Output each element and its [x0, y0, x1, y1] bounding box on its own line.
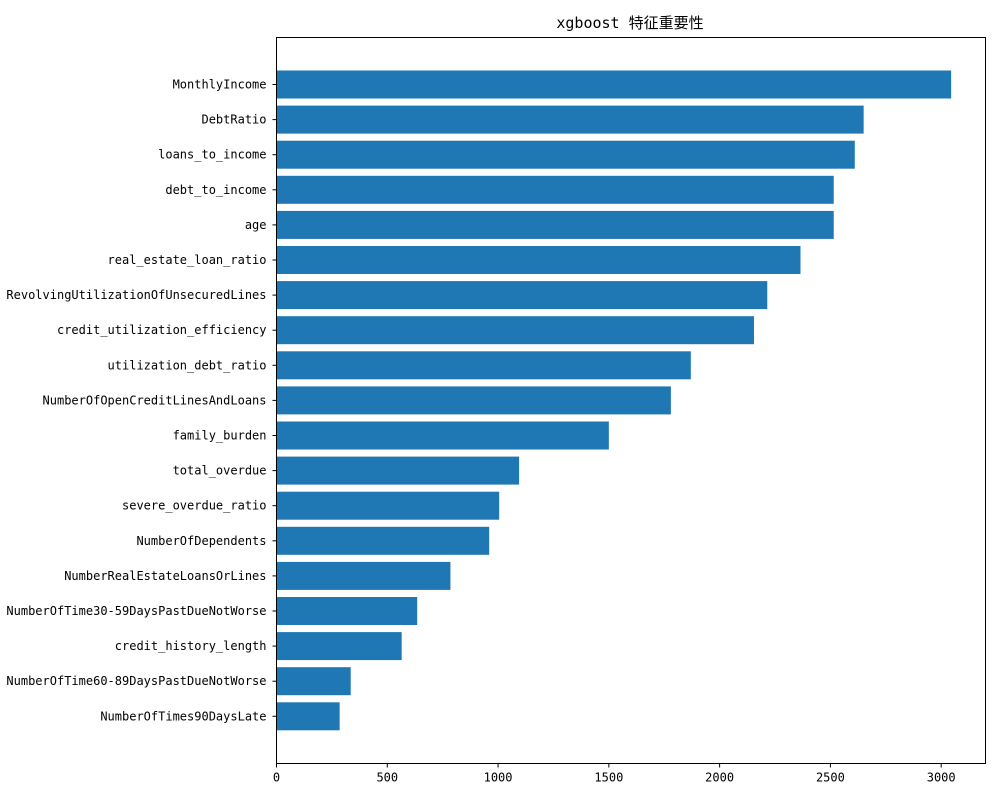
y-tick-label: RevolvingUtilizationOfUnsecuredLines	[6, 288, 266, 302]
y-tick-label: credit_history_length	[115, 639, 267, 653]
bar-RevolvingUtilizationOfUnsecuredLines	[276, 281, 768, 310]
bar-real_estate_loan_ratio	[276, 246, 801, 274]
x-tick-label: 500	[376, 771, 398, 785]
y-tick-label: credit_utilization_efficiency	[57, 323, 267, 337]
bar-family_burden	[276, 421, 609, 450]
y-tick-label: family_burden	[173, 429, 267, 443]
y-axis: MonthlyIncome DebtRatio loans_to_incomedeb…	[6, 78, 277, 723]
bar-NumberOfTime60-89DaysPastDueNotWorse	[276, 667, 351, 696]
y-tick-label: total_overdue	[173, 464, 267, 478]
x-tick-label: 2500	[816, 771, 845, 785]
bar-age	[276, 210, 834, 239]
plot-frame	[276, 37, 986, 764]
bars-group	[276, 70, 952, 731]
chart-title: xgboost 特征重要性	[556, 14, 703, 32]
x-tick-label: 0	[273, 771, 280, 785]
y-tick-label: NumberOfTime30-59DaysPastDueNotWorse	[6, 604, 266, 618]
y-tick-label: severe_overdue_ratio	[122, 499, 267, 513]
bar-utilization_debt_ratio	[276, 351, 691, 380]
y-tick-label: NumberRealEstateLoansOrLines	[64, 569, 266, 583]
y-tick-label: real_estate_loan_ratio	[108, 253, 267, 267]
y-tick-label: utilization_debt_ratio	[108, 358, 267, 372]
y-tick-label: age	[245, 218, 267, 232]
y-tick-label: NumberOfTimes90DaysLate	[100, 709, 266, 723]
bar-total_overdue	[276, 456, 520, 485]
bar-DebtRatio	[276, 105, 864, 134]
y-tick-label: debt_to_income	[165, 183, 266, 197]
bar-loans_to_income	[276, 140, 855, 169]
bar-NumberOfDependents	[276, 526, 490, 555]
bar-NumberOfOpenCreditLinesAndLoans	[276, 386, 671, 415]
x-tick-label: 3000	[927, 771, 956, 785]
bar-MonthlyIncome	[276, 70, 952, 99]
y-tick-label: DebtRatio	[201, 113, 266, 127]
bar-NumberOfTimes90DaysLate	[276, 702, 340, 731]
y-tick-label: NumberOfTime60-89DaysPastDueNotWorse	[6, 674, 266, 688]
y-tick-label: loans_to_income	[158, 148, 266, 162]
bar-credit_history_length	[276, 632, 402, 661]
x-axis: 0 500 1000 1500 2000 2500 3000	[273, 763, 956, 785]
y-tick-label: NumberOfDependents	[136, 534, 266, 548]
bar-NumberRealEstateLoansOrLines	[276, 561, 451, 590]
bar-credit_utilization_efficiency	[276, 316, 754, 345]
bar-debt_to_income	[276, 175, 834, 204]
x-tick-label: 1000	[484, 771, 513, 785]
x-tick-label: 1500	[594, 771, 623, 785]
bar-NumberOfTime30-59DaysPastDueNotWorse	[276, 597, 418, 625]
x-tick-label: 2000	[705, 771, 734, 785]
y-tick-label: MonthlyIncome	[173, 78, 267, 92]
y-tick-label: NumberOfOpenCreditLinesAndLoans	[43, 393, 267, 407]
bar-severe_overdue_ratio	[276, 491, 500, 520]
